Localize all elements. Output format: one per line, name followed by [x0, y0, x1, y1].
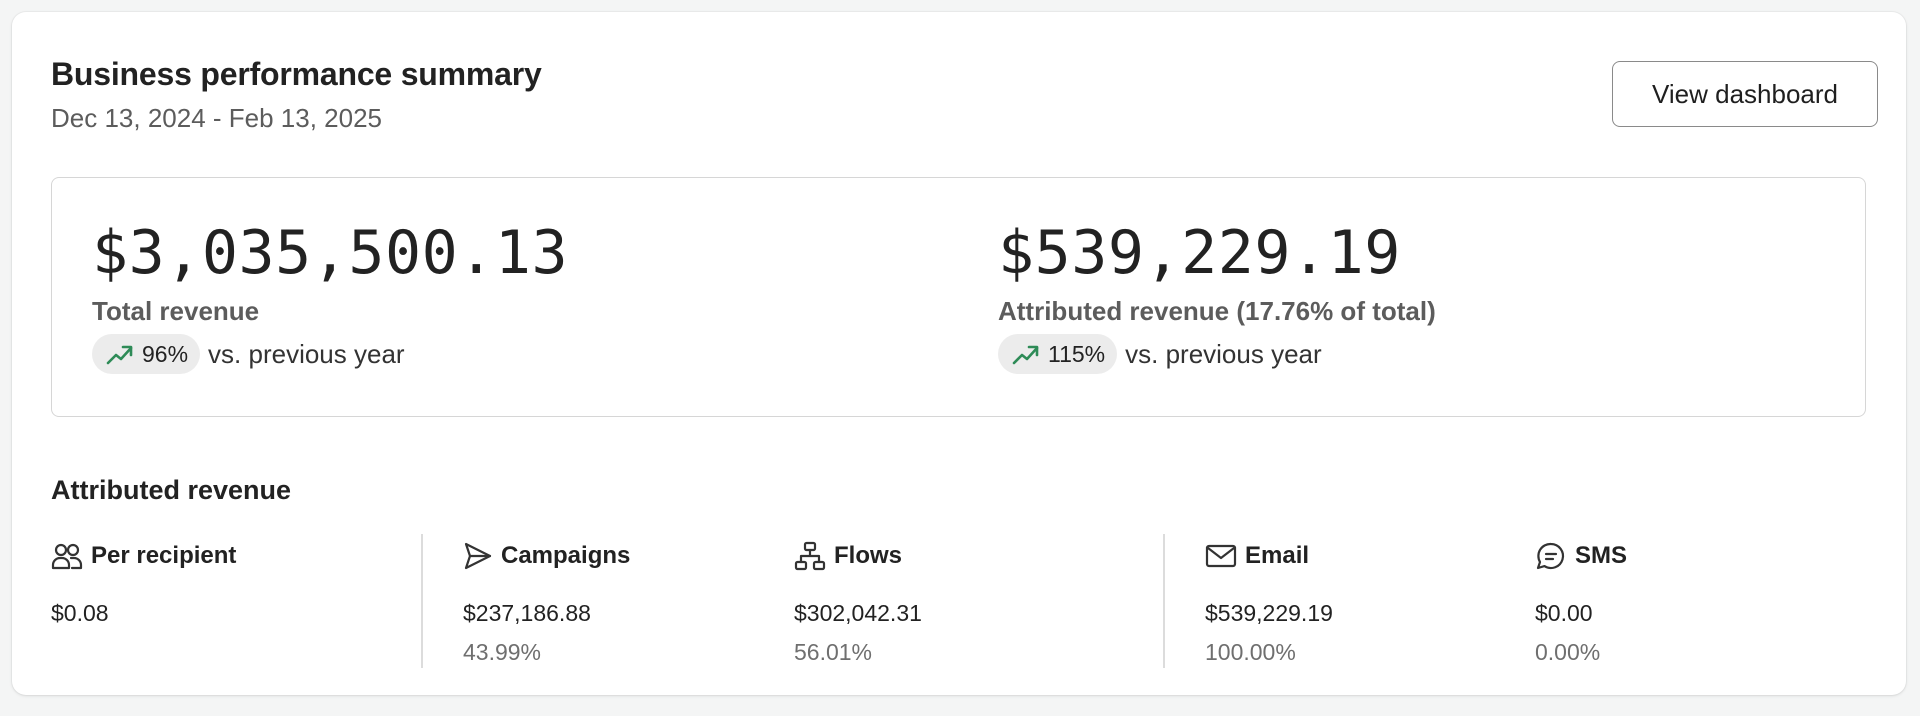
stat-label: SMS	[1575, 542, 1628, 569]
stat-value: $539,229.19	[1205, 600, 1333, 626]
performance-summary-card: Business performance summary Dec 13, 202…	[12, 12, 1906, 695]
view-dashboard-button[interactable]: View dashboard	[1612, 61, 1878, 127]
attributed-revenue-change: 115% vs. previous year	[998, 334, 1322, 374]
stat-per-recipient: Per recipient $0.08	[51, 538, 237, 626]
trend-up-icon	[1012, 345, 1039, 365]
stat-value: $237,186.88	[463, 600, 591, 626]
mail-icon	[1205, 544, 1237, 568]
stat-percent: 100.00%	[1205, 639, 1296, 665]
trend-up-icon	[106, 345, 133, 365]
stat-email: Email $539,229.19 100.00%	[1205, 538, 1333, 665]
revenue-summary-box: $3,035,500.13 Total revenue 96% vs. prev…	[51, 177, 1866, 417]
send-icon	[464, 542, 492, 570]
change-percent: 115%	[1048, 340, 1106, 367]
stat-campaigns: Campaigns $237,186.88 43.99%	[463, 538, 631, 665]
stat-label: Campaigns	[501, 542, 631, 569]
change-badge: 96%	[92, 334, 201, 374]
total-revenue-change: 96% vs. previous year	[92, 334, 405, 374]
change-badge: 115%	[998, 334, 1118, 374]
change-comparison: vs. previous year	[208, 338, 405, 369]
chat-icon	[1536, 542, 1565, 570]
stat-label: Per recipient	[91, 542, 237, 569]
divider	[421, 534, 423, 668]
stat-percent: 0.00%	[1535, 639, 1601, 665]
total-revenue-value: $3,035,500.13	[92, 218, 569, 288]
change-comparison: vs. previous year	[1125, 338, 1322, 369]
stat-label: Flows	[834, 542, 903, 569]
attributed-revenue-heading: Attributed revenue	[51, 475, 292, 505]
stat-flows: Flows $302,042.31 56.01%	[794, 538, 922, 665]
stat-label: Email	[1245, 542, 1310, 569]
people-icon	[51, 543, 83, 570]
stat-value: $302,042.31	[794, 600, 922, 626]
page-title: Business performance summary	[51, 56, 542, 92]
divider	[1163, 534, 1165, 668]
attributed-revenue-value: $539,229.19	[998, 218, 1401, 288]
attributed-revenue-label: Attributed revenue (17.76% of total)	[998, 296, 1436, 326]
stat-percent: 43.99%	[463, 639, 542, 665]
stat-value: $0.08	[51, 600, 109, 626]
date-range: Dec 13, 2024 - Feb 13, 2025	[51, 103, 383, 133]
change-percent: 96%	[142, 340, 189, 367]
stat-percent: 56.01%	[794, 639, 873, 665]
stat-value: $0.00	[1535, 600, 1593, 626]
stat-sms: SMS $0.00 0.00%	[1535, 538, 1628, 665]
flow-icon	[794, 541, 826, 571]
total-revenue-label: Total revenue	[92, 296, 260, 326]
